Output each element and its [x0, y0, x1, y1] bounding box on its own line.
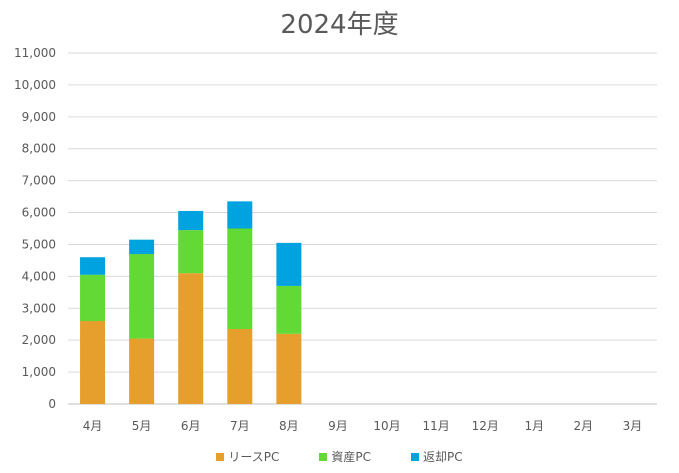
x-tick-label: 4月	[83, 419, 103, 433]
x-tick-label: 12月	[472, 419, 499, 433]
gridlines	[68, 52, 657, 405]
bar-segment	[276, 285, 302, 334]
bar-segment	[129, 239, 155, 255]
bar-segment	[276, 242, 302, 286]
bar-segment	[80, 274, 106, 322]
y-tick-label: 9,000	[22, 110, 56, 124]
legend-item: リースPC	[216, 448, 279, 465]
bar-segment	[178, 210, 204, 231]
y-tick-label: 5,000	[22, 237, 56, 251]
legend-item: 資産PC	[319, 448, 371, 465]
y-tick-label: 0	[48, 397, 56, 411]
legend-label: リースPC	[228, 450, 280, 464]
y-tick-label: 3,000	[22, 301, 56, 315]
bar-segment	[227, 228, 253, 330]
bar-segment	[129, 254, 155, 339]
y-tick-label: 4,000	[22, 269, 56, 283]
x-tick-label: 5月	[132, 419, 152, 433]
bar-segment	[276, 333, 302, 404]
x-axis-ticks: 4月 5月 6月 7月 8月 9月 10月 11月 12月 1月 2月 3月	[83, 419, 643, 433]
x-tick-label: 7月	[230, 419, 250, 433]
legend-swatch	[216, 452, 225, 461]
legend-label: 資産PC	[331, 450, 371, 464]
legend: リースPC 資産PC 返却PC	[0, 448, 679, 465]
bar-segment	[227, 329, 253, 404]
legend-swatch	[319, 452, 328, 461]
x-tick-label: 11月	[422, 419, 449, 433]
bars	[80, 201, 302, 404]
bar-segment	[178, 273, 204, 404]
legend-label: 返却PC	[423, 450, 463, 464]
x-tick-label: 6月	[181, 419, 201, 433]
x-tick-label: 2月	[574, 419, 594, 433]
bar-segment	[129, 338, 155, 404]
bar-segment	[80, 321, 106, 404]
x-tick-label: 1月	[524, 419, 544, 433]
y-tick-label: 11,000	[14, 46, 56, 60]
bar-segment	[80, 257, 106, 275]
bar-segment	[227, 201, 253, 229]
x-tick-label: 8月	[279, 419, 299, 433]
bar-segment	[178, 230, 204, 274]
y-axis-ticks: 0 1,000 2,000 3,000 4,000 5,000 6,000 7,000 8,00…	[14, 46, 56, 411]
chart-title: 2024年度	[280, 10, 399, 40]
legend-item: 返却PC	[411, 448, 463, 465]
x-tick-label: 9月	[328, 419, 348, 433]
y-tick-label: 8,000	[22, 142, 56, 156]
x-tick-label: 10月	[373, 419, 400, 433]
x-tick-label: 3月	[623, 419, 643, 433]
y-tick-label: 10,000	[14, 78, 56, 92]
legend-swatch	[411, 452, 419, 461]
y-tick-label: 1,000	[22, 365, 56, 379]
y-tick-label: 6,000	[22, 206, 56, 220]
y-tick-label: 2,000	[22, 333, 56, 347]
y-tick-label: 7,000	[22, 174, 56, 188]
